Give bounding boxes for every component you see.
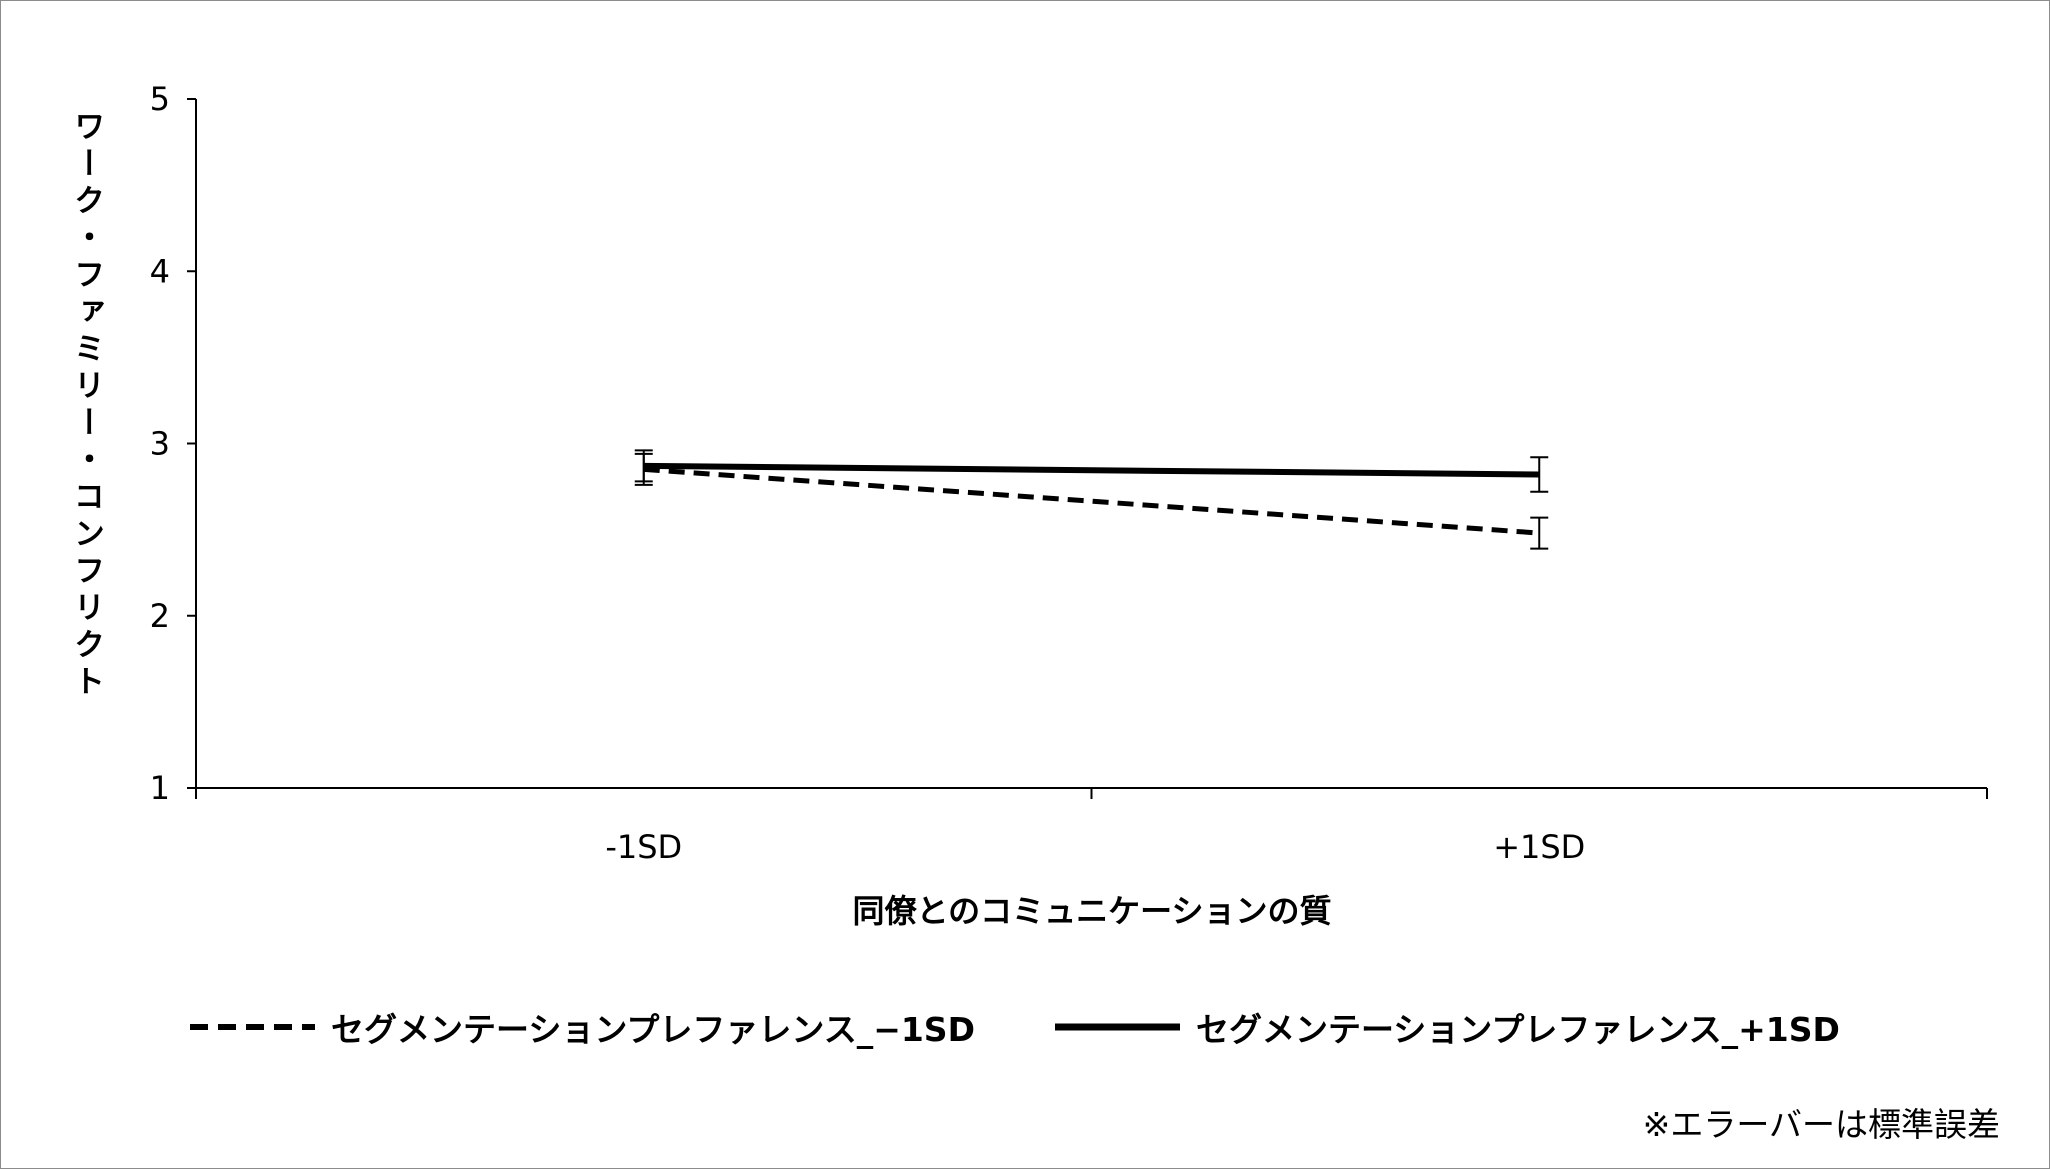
x-tick-label: +1SD (1493, 828, 1585, 866)
legend-label-series-1: セグメンテーションプレファレンス_−1SD (331, 1010, 975, 1049)
x-tick-label: -1SD (605, 828, 682, 866)
legend: セグメンテーションプレファレンス_−1SD セグメンテーションプレファレンス_+… (190, 1003, 1920, 1051)
axes: 1 2 3 4 5 -1SD +1SD (150, 80, 1988, 866)
legend-item-series-1: セグメンテーションプレファレンス_−1SD (190, 1003, 975, 1051)
y-axis-title: ワーク・ファミリー・コンフリクト (68, 110, 104, 702)
y-tick-label: 2 (150, 597, 170, 635)
y-tick-label: 4 (150, 252, 170, 290)
series-line-1 (643, 466, 1540, 536)
error-bar (1530, 516, 1549, 550)
error-bar (634, 449, 653, 483)
error-bar (1530, 456, 1549, 493)
y-tick-label: 5 (150, 80, 170, 118)
legend-swatch-solid (1054, 1023, 1180, 1031)
legend-swatch-dashed (190, 1024, 315, 1030)
y-tick-label: 1 (150, 769, 170, 807)
y-tick-label: 3 (150, 425, 170, 463)
x-axis-title: 同僚とのコミュニケーションの質 (852, 892, 1331, 930)
series-line-2 (643, 462, 1540, 478)
legend-item-series-2: セグメンテーションプレファレンス_+1SD (1054, 1003, 1840, 1051)
legend-label-series-2: セグメンテーションプレファレンス_+1SD (1195, 1010, 1840, 1049)
error-bar-note: ※エラーバーは標準誤差 (1642, 1105, 2000, 1144)
series-layer (634, 449, 1549, 550)
